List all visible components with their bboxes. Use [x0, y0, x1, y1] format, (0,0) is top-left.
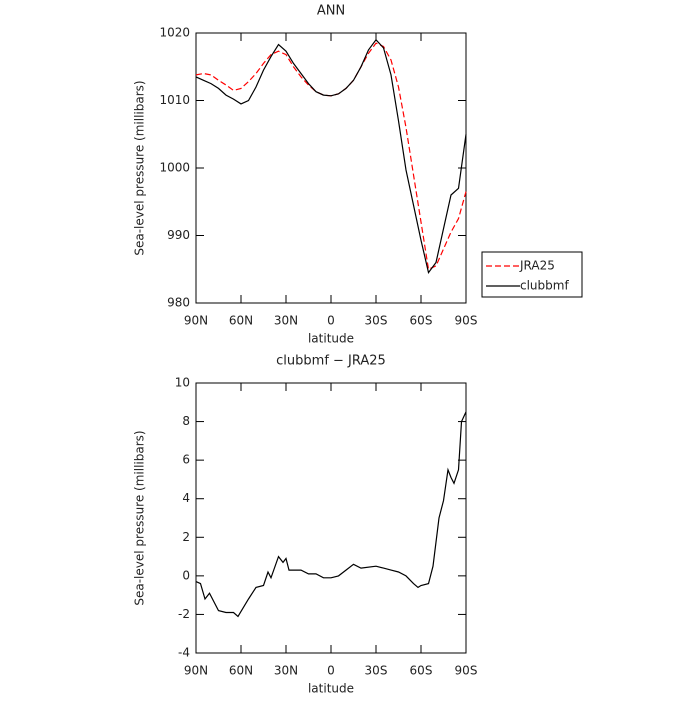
- x-tick-label: 60N: [229, 314, 253, 328]
- y-tick-label: 1020: [159, 26, 190, 40]
- y-tick-label: 990: [167, 228, 190, 242]
- x-axis-label: latitude: [308, 332, 354, 346]
- y-tick-label: 6: [182, 453, 190, 467]
- x-tick-label: 30N: [274, 664, 298, 678]
- series-line: [195, 411, 467, 618]
- y-tick-label: -4: [178, 646, 190, 660]
- plot-frame: [195, 382, 467, 654]
- y-tick-label: 0: [182, 568, 190, 582]
- x-axis-label: latitude: [308, 682, 354, 696]
- y-tick-label: 2: [182, 530, 190, 544]
- plot-frame: [195, 32, 467, 304]
- y-tick-label: 1010: [159, 93, 190, 107]
- series-line: [195, 42, 467, 271]
- x-tick-label: 60N: [229, 664, 253, 678]
- y-tick-label: 980: [167, 296, 190, 310]
- y-tick-label: 4: [182, 491, 190, 505]
- series-line: [195, 38, 467, 274]
- x-tick-label: 30N: [274, 314, 298, 328]
- y-axis-label: Sea-level pressure (millibars): [133, 80, 147, 255]
- x-tick-label: 90N: [184, 314, 208, 328]
- x-tick-label: 30S: [365, 314, 388, 328]
- x-tick-label: 0: [327, 664, 335, 678]
- x-tick-label: 90N: [184, 664, 208, 678]
- y-tick-label: 10: [175, 376, 190, 390]
- x-tick-label: 60S: [410, 314, 433, 328]
- legend-label: clubbmf: [520, 279, 569, 293]
- y-tick-label: 1000: [159, 161, 190, 175]
- y-tick-label: -2: [178, 607, 190, 621]
- y-tick-label: 8: [182, 414, 190, 428]
- legend-label: JRA25: [519, 259, 555, 273]
- x-tick-label: 90S: [455, 664, 478, 678]
- chart-title: ANN: [317, 4, 345, 19]
- x-tick-label: 90S: [455, 314, 478, 328]
- y-axis-label: Sea-level pressure (millibars): [133, 430, 147, 605]
- chart-title: clubbmf − JRA25: [276, 354, 386, 369]
- legend-box: [481, 251, 583, 298]
- x-tick-label: 30S: [365, 664, 388, 678]
- x-tick-label: 60S: [410, 664, 433, 678]
- x-tick-label: 0: [327, 314, 335, 328]
